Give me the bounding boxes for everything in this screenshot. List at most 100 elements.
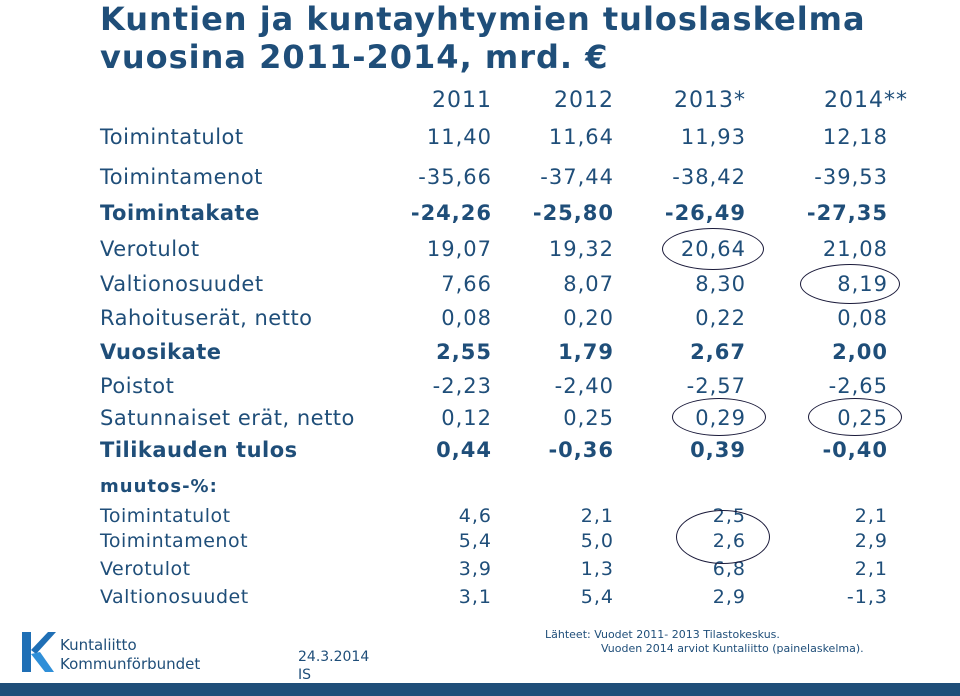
table-row: Satunnaiset erät, netto 0,12 0,25 0,29 0… — [0, 406, 960, 436]
page-title: Kuntien ja kuntayhtymien tuloslaskelma v… — [100, 0, 866, 76]
change-section-label: muutos-%: — [100, 476, 218, 497]
table-row: Vuosikate 2,55 1,79 2,67 2,00 — [0, 340, 960, 370]
cell-value: 2,9 — [854, 530, 888, 552]
row-label: Verotulot — [100, 237, 200, 261]
cell-value: 8,07 — [563, 272, 614, 296]
cell-value: -26,49 — [664, 201, 746, 225]
cell-value: 8,19 — [837, 272, 888, 296]
cell-value: 0,29 — [695, 406, 746, 430]
cell-value: 3,9 — [458, 558, 492, 580]
cell-value: 0,20 — [563, 306, 614, 330]
source-line2: Vuoden 2014 arviot Kuntaliitto (painelas… — [601, 642, 864, 655]
cell-value: 2,6 — [712, 530, 746, 552]
row-label: Rahoituserät, netto — [100, 306, 313, 330]
row-label: Toimintamenot — [100, 530, 249, 552]
cell-value: 5,4 — [580, 586, 614, 608]
row-label: Poistot — [100, 374, 175, 398]
cell-value: -0,40 — [822, 438, 888, 462]
cell-value: 5,4 — [458, 530, 492, 552]
cell-value: -38,42 — [672, 165, 746, 189]
cell-value: 7,66 — [441, 272, 492, 296]
table-row: Valtionosuudet 7,66 8,07 8,30 8,19 — [0, 272, 960, 302]
cell-value: 11,40 — [426, 125, 492, 149]
cell-value: 2,00 — [832, 340, 888, 364]
cell-value: 20,64 — [680, 237, 746, 261]
table-row: Verotulot 19,07 19,32 20,64 21,08 — [0, 237, 960, 267]
cell-value: 4,6 — [458, 505, 492, 527]
cell-value: -37,44 — [540, 165, 614, 189]
cell-value: 3,1 — [458, 586, 492, 608]
year-header-2013: 2013* — [674, 88, 746, 113]
row-label: Toimintakate — [100, 201, 260, 225]
cell-value: 0,44 — [436, 438, 492, 462]
row-label: Vuosikate — [100, 340, 222, 364]
logo-line1: Kuntaliitto — [60, 636, 137, 654]
cell-value: 1,3 — [580, 558, 614, 580]
cell-value: 0,22 — [695, 306, 746, 330]
cell-value: 21,08 — [822, 237, 888, 261]
cell-value: 2,67 — [690, 340, 746, 364]
cell-value: 0,12 — [441, 406, 492, 430]
cell-value: -24,26 — [410, 201, 492, 225]
kuntaliitto-logo-icon — [22, 632, 56, 672]
footer-date: 24.3.2014 IS — [298, 648, 388, 684]
table-row: Toimintakate -24,26 -25,80 -26,49 -27,35 — [0, 201, 960, 231]
cell-value: 2,55 — [436, 340, 492, 364]
change-row: Toimintamenot 5,4 5,0 2,6 2,9 — [0, 530, 960, 560]
cell-value: -2,23 — [432, 374, 492, 398]
cell-value: 8,30 — [695, 272, 746, 296]
cell-value: -39,53 — [814, 165, 888, 189]
footer-bar — [0, 683, 960, 696]
cell-value: 0,08 — [441, 306, 492, 330]
cell-value: 1,79 — [558, 340, 614, 364]
cell-value: -2,57 — [686, 374, 746, 398]
cell-value: -1,3 — [846, 586, 888, 608]
row-label: Toimintatulot — [100, 505, 231, 527]
cell-value: -27,35 — [806, 201, 888, 225]
cell-value: 2,1 — [854, 558, 888, 580]
table-row: Toimintamenot -35,66 -37,44 -38,42 -39,5… — [0, 165, 960, 195]
cell-value: 19,07 — [426, 237, 492, 261]
cell-value: -0,36 — [548, 438, 614, 462]
cell-value: 0,08 — [837, 306, 888, 330]
row-label: Verotulot — [100, 558, 191, 580]
row-label: Satunnaiset erät, netto — [100, 406, 355, 430]
source-note: Lähteet: Vuodet 2011- 2013 Tilastokeskus… — [545, 628, 864, 656]
cell-value: 12,18 — [822, 125, 888, 149]
cell-value: 2,9 — [712, 586, 746, 608]
kuntaliitto-logo: Kuntaliitto Kommunförbundet — [18, 628, 218, 678]
cell-value: 5,0 — [580, 530, 614, 552]
row-label: Valtionosuudet — [100, 272, 264, 296]
row-label: Valtionosuudet — [100, 586, 249, 608]
cell-value: 19,32 — [548, 237, 614, 261]
cell-value: -25,80 — [532, 201, 614, 225]
cell-value: 2,5 — [712, 505, 746, 527]
cell-value: 11,64 — [548, 125, 614, 149]
cell-value: -2,65 — [828, 374, 888, 398]
logo-line2: Kommunförbundet — [60, 655, 201, 673]
cell-value: 11,93 — [680, 125, 746, 149]
cell-value: 6,8 — [712, 558, 746, 580]
table-row: Tilikauden tulos 0,44 -0,36 0,39 -0,40 — [0, 438, 960, 468]
change-row: Verotulot 3,9 1,3 6,8 2,1 — [0, 558, 960, 588]
cell-value: 0,25 — [563, 406, 614, 430]
row-label: Toimintamenot — [100, 165, 263, 189]
table-row: Rahoituserät, netto 0,08 0,20 0,22 0,08 — [0, 306, 960, 336]
date-text: 24.3.2014 — [298, 649, 370, 665]
table-row: Toimintatulot 11,40 11,64 11,93 12,18 — [0, 125, 960, 155]
change-row: Valtionosuudet 3,1 5,4 2,9 -1,3 — [0, 586, 960, 616]
table-row: Poistot -2,23 -2,40 -2,57 -2,65 — [0, 374, 960, 404]
row-label: Tilikauden tulos — [100, 438, 298, 462]
source-line1: Lähteet: Vuodet 2011- 2013 Tilastokeskus… — [545, 628, 780, 641]
author-initials: IS — [298, 667, 312, 683]
row-label: Toimintatulot — [100, 125, 244, 149]
cell-value: 2,1 — [580, 505, 614, 527]
cell-value: 0,39 — [690, 438, 746, 462]
cell-value: 2,1 — [854, 505, 888, 527]
year-header-2014: 2014** — [824, 88, 908, 113]
year-header-2011: 2011 — [432, 88, 492, 113]
cell-value: 0,25 — [837, 406, 888, 430]
year-header-2012: 2012 — [554, 88, 614, 113]
cell-value: -35,66 — [418, 165, 492, 189]
cell-value: -2,40 — [554, 374, 614, 398]
